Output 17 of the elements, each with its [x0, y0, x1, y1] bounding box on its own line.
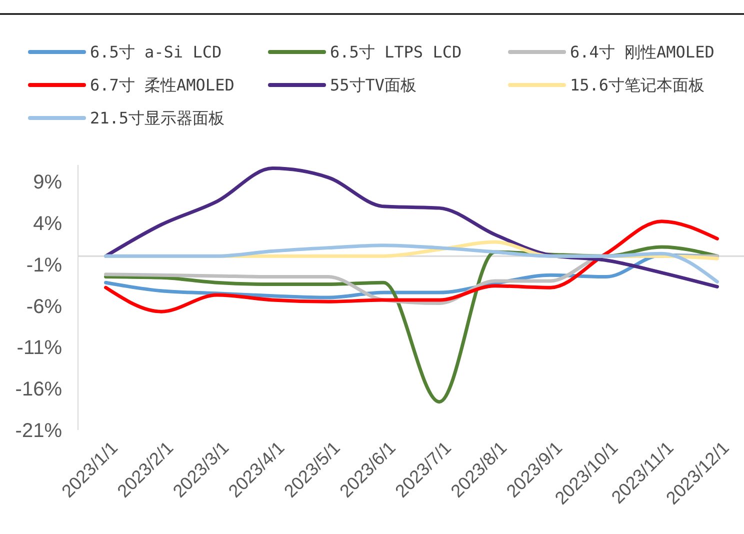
- y-tick-label: -11%: [16, 337, 62, 360]
- line-series: [104, 220, 719, 314]
- legend-label: 6.5寸 LTPS LCD: [330, 42, 462, 62]
- y-tick-label: -1%: [26, 254, 62, 276]
- legend-label: 15.6寸笔记本面板: [570, 76, 705, 95]
- y-tick-label: -6%: [26, 296, 62, 318]
- legend-label: 6.5寸 a-Si LCD: [90, 42, 222, 62]
- y-tick-label: 4%: [33, 212, 62, 235]
- line-series: [104, 166, 719, 288]
- legend-label: 55寸TV面板: [330, 76, 417, 95]
- line-series: [104, 244, 719, 284]
- legend-label: 6.4寸 刚性AMOLED: [570, 42, 714, 62]
- y-tick-label: -16%: [15, 378, 62, 401]
- legend-label: 21.5寸显示器面板: [90, 108, 225, 128]
- y-tick-label: 9%: [33, 172, 62, 194]
- y-tick-label: -21%: [15, 420, 62, 442]
- legend-label: 6.7寸 柔性AMOLED: [90, 76, 234, 95]
